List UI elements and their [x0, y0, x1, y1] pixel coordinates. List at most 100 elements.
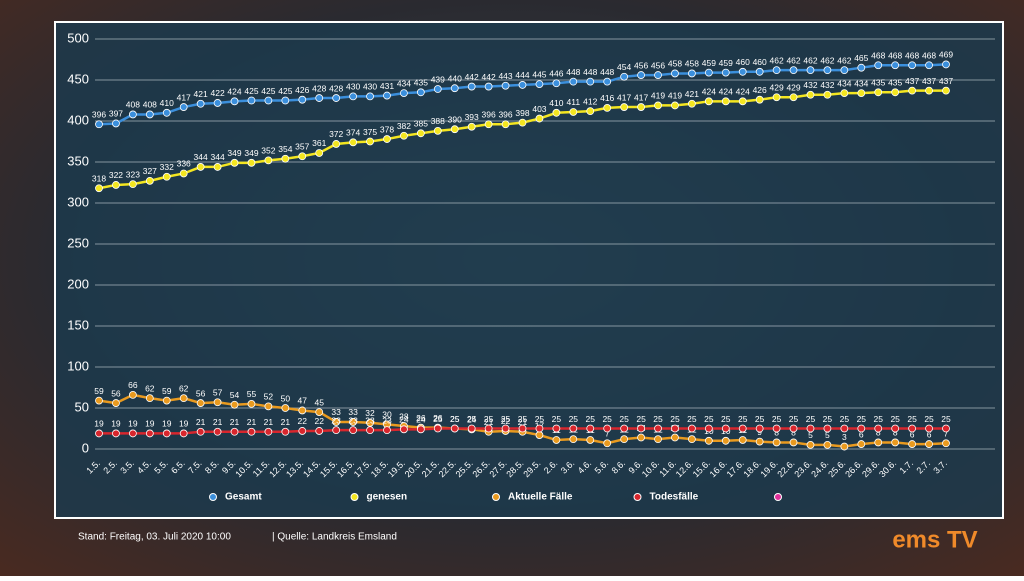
point	[467, 424, 476, 433]
data-label: 25	[840, 414, 850, 424]
point	[755, 95, 764, 104]
point	[942, 86, 950, 95]
data-label: 25	[789, 414, 799, 424]
data-label: 403	[532, 104, 546, 114]
legend-marker	[350, 493, 359, 501]
data-label: 327	[143, 166, 157, 176]
point	[789, 424, 798, 433]
point	[213, 99, 222, 107]
data-label: 352	[261, 146, 275, 156]
point	[620, 103, 629, 111]
data-label: 8	[893, 428, 898, 438]
footer-stand: Stand: Freitag, 03. Juli 2020 10:00	[78, 532, 231, 543]
data-label: 25	[569, 414, 579, 424]
point	[772, 424, 781, 433]
point	[230, 427, 239, 436]
point	[789, 66, 798, 75]
point	[112, 119, 120, 128]
data-label: 52	[264, 392, 274, 402]
data-label: 21	[196, 417, 206, 427]
data-label: 428	[329, 83, 343, 93]
point	[704, 68, 713, 77]
chart-frame	[54, 21, 1004, 519]
data-label: 390	[448, 114, 462, 124]
point	[247, 96, 256, 105]
data-label: 3	[842, 432, 847, 442]
data-label: 22	[298, 416, 308, 426]
y-tick-label: 350	[67, 153, 89, 168]
data-label: 322	[109, 170, 123, 180]
legend-label: Todesfälle	[650, 492, 699, 503]
data-label: 8	[791, 428, 796, 438]
legend-marker	[492, 493, 500, 501]
point	[535, 431, 544, 439]
data-label: 24	[416, 415, 426, 425]
point	[688, 424, 696, 433]
logo: ems TV	[892, 526, 977, 553]
point	[637, 103, 645, 111]
point	[569, 435, 578, 444]
point	[145, 176, 154, 185]
point	[908, 440, 917, 448]
data-label: 398	[515, 108, 529, 118]
point	[433, 85, 442, 93]
data-label: 424	[702, 87, 716, 97]
point	[145, 394, 154, 403]
point	[721, 97, 730, 106]
data-label: 62	[145, 383, 155, 393]
point	[416, 425, 425, 434]
point	[484, 82, 493, 91]
data-label: 21	[484, 417, 494, 427]
point	[400, 89, 408, 98]
data-label: 458	[685, 59, 699, 69]
data-label: 25	[806, 414, 816, 424]
point	[230, 97, 239, 106]
point	[654, 435, 662, 444]
data-label: 421	[194, 89, 208, 99]
point	[806, 66, 815, 75]
data-label: 24	[467, 415, 477, 425]
data-label: 419	[651, 91, 665, 101]
data-label: 23	[382, 415, 392, 425]
point	[95, 396, 103, 405]
data-label: 22	[501, 416, 511, 426]
data-label: 454	[617, 62, 631, 72]
point	[315, 427, 324, 435]
data-label: 23	[365, 415, 375, 425]
point	[840, 89, 849, 98]
data-label: 25	[501, 414, 511, 424]
data-label: 469	[939, 50, 953, 60]
data-label: 23	[348, 415, 358, 425]
point	[518, 81, 527, 89]
data-label: 56	[196, 388, 206, 398]
point	[721, 436, 730, 445]
data-label: 19	[179, 419, 189, 429]
data-label: 412	[583, 96, 597, 106]
data-label: 25	[687, 414, 697, 424]
point	[772, 66, 781, 75]
point	[586, 107, 595, 116]
point	[891, 61, 900, 70]
data-label: 25	[518, 414, 528, 424]
point	[671, 424, 679, 433]
point	[501, 424, 510, 433]
data-label: 7	[944, 429, 949, 439]
data-label: 428	[312, 83, 326, 93]
data-label: 442	[482, 72, 496, 82]
point	[467, 122, 476, 131]
data-label: 462	[820, 55, 834, 65]
data-label: 448	[566, 67, 580, 77]
data-label: 25	[823, 414, 833, 424]
data-label: 344	[210, 152, 224, 162]
point	[857, 440, 866, 448]
legend-label: Gesamt	[225, 492, 262, 503]
point	[112, 429, 120, 438]
data-label: 19	[162, 419, 172, 429]
point	[755, 437, 764, 446]
data-label: 456	[634, 60, 648, 70]
point	[942, 424, 950, 433]
data-label: 25	[670, 414, 680, 424]
point	[620, 435, 629, 444]
point	[721, 424, 730, 433]
point	[704, 424, 713, 433]
